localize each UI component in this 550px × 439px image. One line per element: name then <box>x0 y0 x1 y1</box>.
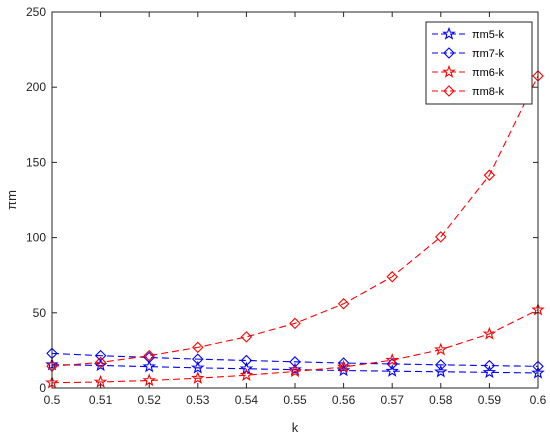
series-line <box>51 364 539 374</box>
data-point <box>94 349 107 362</box>
legend-marker <box>443 47 455 59</box>
legend-entry: πm5-k <box>432 26 505 41</box>
data-point <box>482 365 497 379</box>
data-point <box>434 342 448 356</box>
x-tick-label: 0.52 <box>138 393 162 407</box>
x-tick-label: 0.57 <box>381 393 405 407</box>
data-point <box>386 270 398 283</box>
data-point <box>240 354 253 367</box>
data-point <box>239 368 254 381</box>
data-point <box>483 359 496 372</box>
x-tick-label: 0.6 <box>530 393 547 407</box>
data-point <box>191 360 205 374</box>
data-point <box>385 364 399 377</box>
legend-entry: πm7-k <box>432 47 505 60</box>
legend-marker <box>443 85 455 97</box>
data-point <box>434 364 448 378</box>
data-point <box>142 373 156 387</box>
legend-label: πm5-k <box>472 29 505 41</box>
data-point <box>337 357 350 369</box>
x-tick-label: 0.55 <box>283 393 307 407</box>
x-tick-label: 0.54 <box>235 393 259 407</box>
data-point <box>288 364 302 378</box>
x-tick-label: 0.56 <box>332 393 356 407</box>
data-point <box>435 231 447 243</box>
data-point <box>336 359 351 373</box>
series-4 <box>46 70 544 372</box>
y-tick-label: 0 <box>39 381 46 395</box>
data-point <box>289 317 301 330</box>
legend-label: πm6-k <box>472 67 505 79</box>
legend-marker <box>442 64 456 78</box>
x-tick-label: 0.53 <box>186 393 210 407</box>
legend-entry: πm8-k <box>432 85 505 98</box>
y-tick-label: 200 <box>26 80 46 94</box>
y-tick-label: 50 <box>33 306 47 320</box>
series-line <box>51 352 539 367</box>
data-point <box>191 371 205 384</box>
data-point <box>94 356 107 369</box>
legend-box <box>425 21 533 105</box>
legend-label: πm7-k <box>472 48 505 60</box>
data-point <box>143 349 155 362</box>
data-point <box>435 359 447 371</box>
data-point <box>482 326 497 340</box>
data-point <box>385 353 399 366</box>
y-axis-label: πm <box>4 190 19 210</box>
data-point <box>142 359 156 373</box>
legend: πm5-k πm7-k πm6-k πm8-k <box>425 21 533 105</box>
data-point <box>192 353 204 365</box>
x-tick-label: 0.58 <box>429 393 453 407</box>
x-tick-label: 0.51 <box>89 393 113 407</box>
data-point <box>386 358 398 370</box>
x-tick-label: 0.5 <box>44 393 61 407</box>
data-point <box>240 331 253 343</box>
y-tick-label: 100 <box>26 231 46 245</box>
series-line <box>51 75 539 367</box>
axes-layer: 0.5 0.51 0.52 0.53 0.54 0.55 0.56 0.57 0.58 0.59 0… <box>26 5 547 407</box>
data-point <box>337 297 350 310</box>
data-point <box>336 363 351 377</box>
legend-label: πm8-k <box>472 86 505 98</box>
legend-marker <box>442 26 456 40</box>
data-point <box>192 341 204 354</box>
y-tick-label: 150 <box>26 155 46 169</box>
series-line <box>51 309 539 384</box>
x-tick-label: 0.59 <box>478 393 502 407</box>
y-tick-label: 250 <box>26 5 46 19</box>
data-point <box>483 169 496 181</box>
legend-entry: πm6-k <box>432 64 505 79</box>
x-axis-label: k <box>292 420 299 435</box>
